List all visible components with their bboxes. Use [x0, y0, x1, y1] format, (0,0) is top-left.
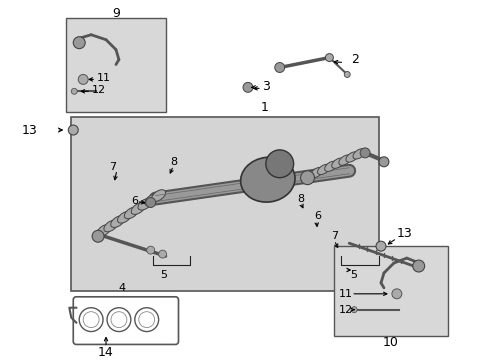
Ellipse shape [338, 155, 350, 165]
Text: 8: 8 [297, 194, 304, 203]
Ellipse shape [117, 211, 131, 223]
Text: 7: 7 [331, 231, 338, 241]
Circle shape [146, 246, 154, 254]
Ellipse shape [97, 224, 111, 236]
Text: 12: 12 [92, 85, 106, 95]
Ellipse shape [124, 207, 138, 219]
Text: 13: 13 [396, 227, 412, 240]
Text: 5: 5 [160, 270, 167, 280]
Circle shape [158, 250, 166, 258]
Text: 14: 14 [98, 346, 114, 359]
Text: 12: 12 [339, 305, 353, 315]
Text: 5: 5 [350, 270, 357, 280]
Text: 1: 1 [261, 101, 268, 114]
Bar [334, 246, 447, 336]
Circle shape [68, 125, 78, 135]
Ellipse shape [324, 161, 336, 171]
Circle shape [350, 307, 356, 313]
Ellipse shape [144, 194, 159, 206]
Circle shape [359, 148, 369, 158]
Ellipse shape [240, 157, 294, 202]
Circle shape [378, 157, 388, 167]
Ellipse shape [310, 167, 322, 178]
Circle shape [375, 241, 385, 251]
Ellipse shape [331, 158, 343, 168]
Ellipse shape [317, 164, 329, 175]
Circle shape [145, 198, 155, 207]
Ellipse shape [138, 198, 152, 210]
Ellipse shape [352, 149, 365, 159]
Text: 13: 13 [21, 123, 37, 136]
Circle shape [71, 88, 77, 94]
Text: 6: 6 [314, 211, 321, 221]
Circle shape [391, 289, 401, 299]
Ellipse shape [103, 220, 118, 232]
Ellipse shape [131, 203, 145, 215]
Circle shape [412, 260, 424, 272]
Ellipse shape [151, 190, 165, 201]
Circle shape [78, 75, 88, 84]
Circle shape [243, 82, 252, 92]
Text: 9: 9 [112, 8, 120, 21]
Circle shape [73, 37, 85, 49]
Circle shape [265, 150, 293, 178]
Text: 8: 8 [170, 157, 177, 167]
Circle shape [92, 230, 104, 242]
Text: 2: 2 [350, 53, 358, 66]
Ellipse shape [110, 216, 124, 228]
Circle shape [325, 54, 333, 62]
Ellipse shape [345, 152, 357, 162]
Circle shape [344, 72, 349, 77]
Text: 6: 6 [131, 195, 138, 206]
Text: 11: 11 [339, 289, 352, 299]
Text: 4: 4 [119, 283, 126, 293]
Bar [71, 117, 378, 291]
Text: 11: 11 [97, 73, 111, 84]
Text: 10: 10 [382, 336, 398, 349]
Text: 3: 3 [262, 80, 269, 93]
Circle shape [274, 63, 284, 72]
Ellipse shape [303, 171, 315, 181]
Circle shape [300, 171, 314, 185]
Text: 7: 7 [109, 162, 116, 172]
Bar [66, 18, 165, 112]
